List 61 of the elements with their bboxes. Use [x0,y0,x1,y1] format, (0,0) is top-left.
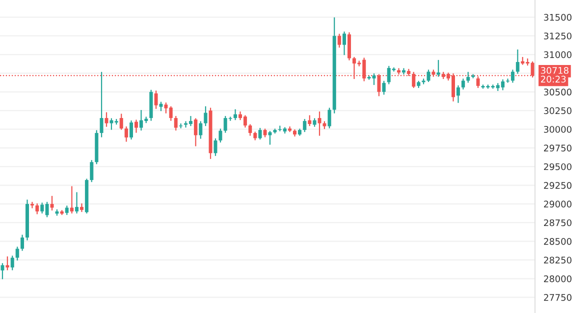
candlestick [154,90,158,109]
y-tick-label: 29000 [544,200,572,208]
y-tick-label: 28750 [544,219,572,226]
y-tick-label: 31000 [544,51,572,58]
candlestick [308,115,312,126]
candlestick [174,116,178,131]
y-tick-label: 30000 [544,126,572,133]
y-tick-label: 31500 [544,14,572,21]
candlestick [268,130,272,145]
candlestick [6,256,10,270]
candlestick [466,72,470,83]
candlestick [456,85,460,103]
candlestick [248,124,252,136]
y-tick-label: 29500 [544,163,572,170]
candlestick [288,126,292,132]
candlestick [30,202,34,208]
candlestick [258,128,262,140]
candlestick [436,60,440,77]
text: 20:23 [541,76,566,83]
y-tick-label: 28500 [544,238,572,245]
ref-line-label: 30718 [541,67,568,74]
candlestick [328,108,332,128]
candlestick [198,121,202,139]
candlestick [402,68,406,75]
y-tick-label: 31250 [544,32,572,40]
candlestick [194,118,198,146]
candlestick [104,112,108,127]
candlestick [70,186,74,214]
candlestick [204,106,208,126]
candlestick [461,78,465,90]
y-tick-label: 30500 [544,88,572,96]
candlestick [16,246,20,261]
candlestick [342,32,346,56]
candlestick [100,72,104,138]
candlestick [90,160,94,182]
candlestick [35,203,39,214]
candlestick [134,120,138,133]
candlestick [130,120,134,140]
candlestick [510,70,514,83]
candlestick [302,118,306,132]
candlestick [75,192,79,214]
candlestick [80,203,84,212]
candlestick [120,114,124,130]
y-tick-label: 30250 [544,107,572,114]
candlestick [218,128,222,142]
y-tick-label: 27750 [544,294,572,301]
y-tick-label: 29750 [544,144,572,152]
candlestick [0,263,4,280]
y-tick-label: 29250 [544,182,572,189]
y-tick-label: 28000 [544,275,572,282]
candlestick [338,34,342,48]
candlestick [382,80,386,95]
candlestick [234,109,238,120]
candlestick [516,49,520,74]
y-tick-label: 28250 [544,256,572,264]
candlestick [318,112,322,136]
candlestick [124,126,128,142]
candlestick [10,256,14,270]
candlestick [348,32,351,60]
candlestick [506,78,510,83]
candlestick [20,234,24,251]
